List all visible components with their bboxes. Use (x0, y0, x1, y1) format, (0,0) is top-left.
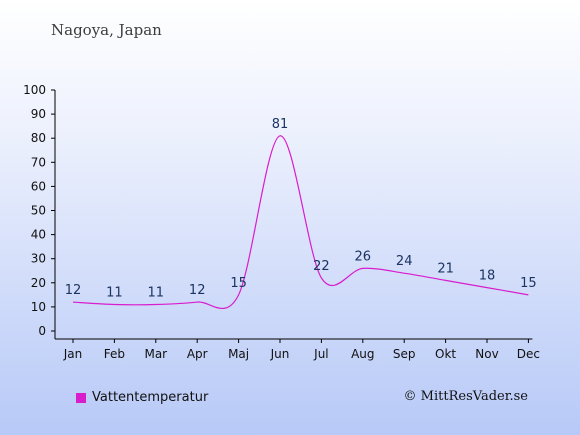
data-label: 18 (479, 269, 496, 284)
data-label: 21 (437, 261, 454, 276)
chart-location-title: Nagoya, Japan (51, 21, 162, 39)
y-tick-label: 30 (31, 252, 46, 266)
y-tick-label: 20 (31, 276, 46, 290)
x-tick-label: Okt (435, 347, 456, 361)
data-label: 11 (148, 285, 165, 300)
x-tick-label: Sep (393, 347, 416, 361)
data-label: 12 (189, 283, 206, 298)
copyright-text: © MittResVader.se (403, 389, 528, 404)
chart-ticks: 0 10 20 30 40 50 60 70 80 90 100 Jan Feb Mar Apr Maj Jun… (23, 83, 540, 361)
legend-label: Vattentemperatur (92, 390, 209, 405)
legend-swatch (76, 392, 86, 403)
x-tick-label: Maj (228, 347, 249, 361)
y-tick-label: 10 (31, 300, 46, 314)
data-label: 15 (230, 276, 247, 291)
data-label: 24 (396, 254, 413, 269)
series-line-vattentemperatur (72, 135, 529, 309)
x-tick-label: Dec (517, 347, 540, 361)
y-tick-label: 70 (31, 155, 46, 169)
data-label: 81 (272, 117, 289, 132)
y-tick-label: 50 (31, 204, 46, 218)
x-tick-label: Nov (475, 347, 498, 361)
y-tick-label: 80 (31, 131, 46, 145)
chart-series (72, 135, 529, 309)
x-tick-label: Jul (313, 347, 328, 361)
y-tick-label: 90 (31, 107, 46, 121)
legend: Vattentemperatur (76, 390, 208, 405)
y-tick-label: 40 (31, 228, 46, 242)
data-label: 22 (313, 259, 330, 274)
chart-data-labels: 12 11 11 12 15 81 22 26 24 21 18 15 (65, 117, 537, 301)
x-tick-label: Mar (144, 347, 167, 361)
x-tick-label: Apr (187, 347, 208, 361)
data-label: 12 (65, 283, 82, 298)
y-tick-label: 0 (38, 324, 46, 338)
data-label: 11 (106, 285, 123, 300)
x-tick-label: Jan (63, 347, 83, 361)
x-tick-label: Feb (104, 347, 125, 361)
x-tick-label: Jun (270, 347, 290, 361)
data-label: 26 (355, 249, 372, 264)
x-tick-label: Aug (351, 347, 374, 361)
chart-axes (54, 90, 533, 340)
y-tick-label: 60 (31, 179, 46, 193)
y-tick-label: 100 (23, 83, 46, 97)
data-label: 15 (520, 276, 537, 291)
